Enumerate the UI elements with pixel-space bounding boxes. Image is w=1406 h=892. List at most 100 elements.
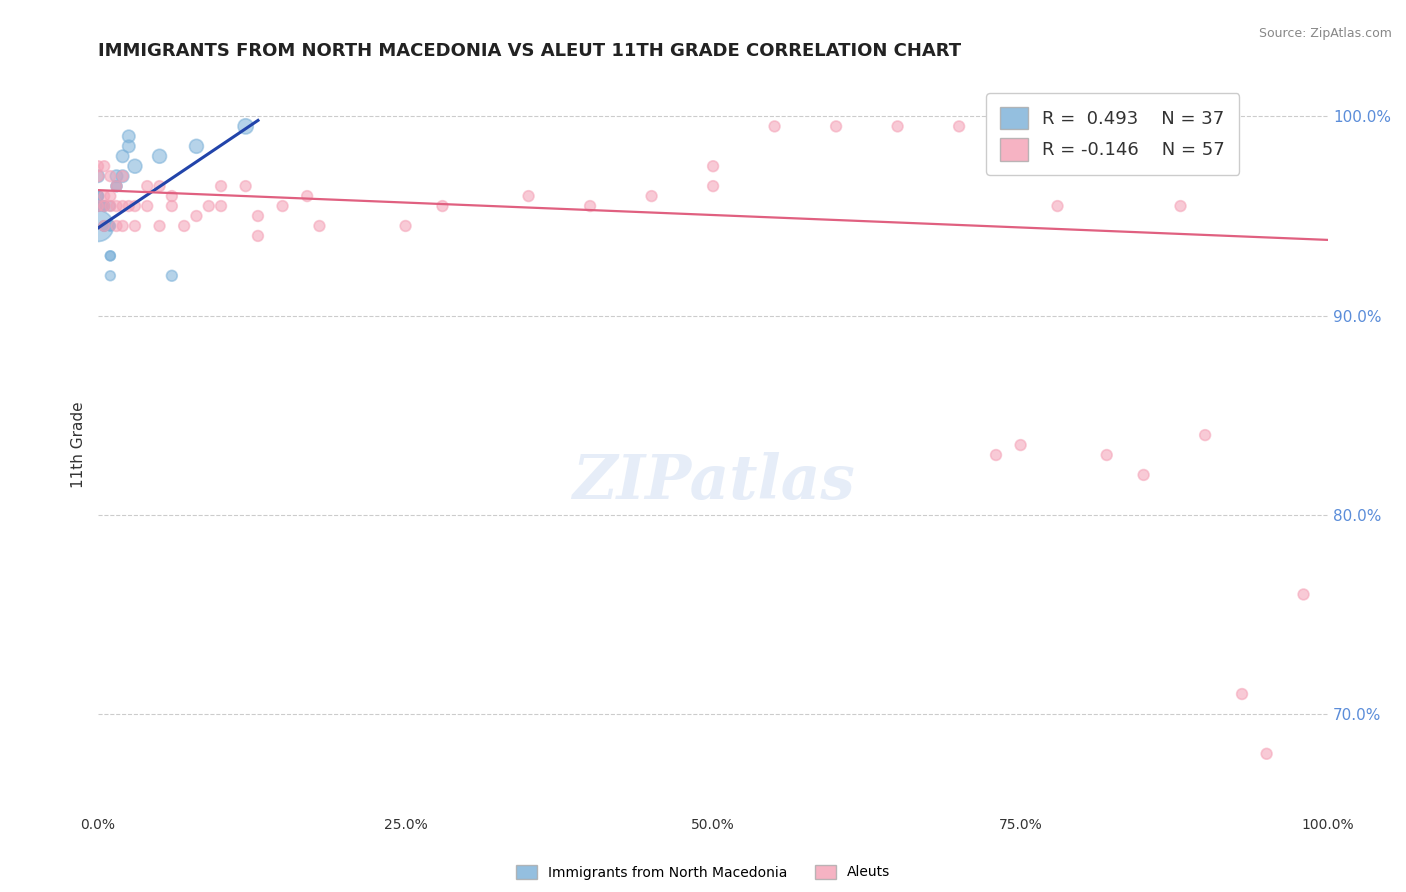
Point: [93, 219, 115, 233]
Point: [148, 219, 170, 233]
Point: [93, 219, 115, 233]
Point: [1194, 428, 1216, 442]
Point: [148, 149, 170, 163]
Point: [93, 189, 115, 203]
Point: [246, 228, 269, 243]
Point: [1170, 199, 1192, 213]
Point: [1292, 587, 1315, 601]
Point: [124, 159, 146, 173]
Point: [186, 139, 208, 153]
Point: [93, 199, 115, 213]
Point: [105, 199, 128, 213]
Point: [271, 199, 294, 213]
Point: [1132, 467, 1154, 482]
Point: [209, 199, 232, 213]
Point: [87, 189, 110, 203]
Point: [136, 179, 159, 194]
Point: [640, 189, 662, 203]
Point: [1256, 747, 1278, 761]
Point: [124, 219, 146, 233]
Point: [98, 199, 121, 213]
Point: [118, 139, 141, 153]
Text: Source: ZipAtlas.com: Source: ZipAtlas.com: [1258, 27, 1392, 40]
Point: [98, 249, 121, 263]
Point: [87, 199, 110, 213]
Text: IMMIGRANTS FROM NORTH MACEDONIA VS ALEUT 11TH GRADE CORRELATION CHART: IMMIGRANTS FROM NORTH MACEDONIA VS ALEUT…: [98, 42, 962, 60]
Point: [98, 189, 121, 203]
Point: [111, 219, 134, 233]
Point: [308, 219, 330, 233]
Point: [111, 149, 134, 163]
Point: [93, 219, 115, 233]
Point: [886, 120, 908, 134]
Point: [160, 268, 183, 283]
Point: [93, 159, 115, 173]
Point: [98, 199, 121, 213]
Point: [87, 189, 110, 203]
Legend: Immigrants from North Macedonia, Aleuts: Immigrants from North Macedonia, Aleuts: [510, 859, 896, 885]
Point: [105, 219, 128, 233]
Point: [105, 169, 128, 184]
Point: [702, 159, 724, 173]
Point: [87, 169, 110, 184]
Y-axis label: 11th Grade: 11th Grade: [72, 401, 86, 489]
Point: [948, 120, 970, 134]
Point: [111, 169, 134, 184]
Point: [98, 169, 121, 184]
Point: [579, 199, 602, 213]
Point: [111, 169, 134, 184]
Text: ZIPatlas: ZIPatlas: [572, 452, 855, 512]
Point: [160, 199, 183, 213]
Point: [1010, 438, 1032, 452]
Point: [148, 179, 170, 194]
Point: [87, 189, 110, 203]
Point: [93, 219, 115, 233]
Point: [93, 199, 115, 213]
Point: [1095, 448, 1118, 462]
Point: [197, 199, 219, 213]
Point: [87, 199, 110, 213]
Point: [1230, 687, 1253, 701]
Point: [118, 199, 141, 213]
Point: [124, 199, 146, 213]
Point: [517, 189, 540, 203]
Point: [295, 189, 318, 203]
Point: [87, 159, 110, 173]
Point: [136, 199, 159, 213]
Point: [98, 249, 121, 263]
Point: [105, 179, 128, 194]
Point: [173, 219, 195, 233]
Point: [105, 179, 128, 194]
Legend: R =  0.493    N = 37, R = -0.146    N = 57: R = 0.493 N = 37, R = -0.146 N = 57: [986, 93, 1239, 175]
Point: [93, 219, 115, 233]
Point: [394, 219, 416, 233]
Point: [235, 120, 257, 134]
Point: [984, 448, 1007, 462]
Point: [87, 199, 110, 213]
Point: [98, 268, 121, 283]
Point: [111, 199, 134, 213]
Point: [702, 179, 724, 194]
Point: [1046, 199, 1069, 213]
Point: [160, 189, 183, 203]
Point: [235, 179, 257, 194]
Point: [118, 129, 141, 144]
Point: [432, 199, 454, 213]
Point: [763, 120, 786, 134]
Point: [105, 179, 128, 194]
Point: [87, 199, 110, 213]
Point: [93, 219, 115, 233]
Point: [186, 209, 208, 223]
Point: [87, 199, 110, 213]
Point: [87, 199, 110, 213]
Point: [87, 169, 110, 184]
Point: [93, 199, 115, 213]
Point: [98, 219, 121, 233]
Point: [246, 209, 269, 223]
Point: [825, 120, 848, 134]
Point: [209, 179, 232, 194]
Point: [93, 199, 115, 213]
Point: [93, 199, 115, 213]
Point: [98, 219, 121, 233]
Point: [87, 219, 110, 233]
